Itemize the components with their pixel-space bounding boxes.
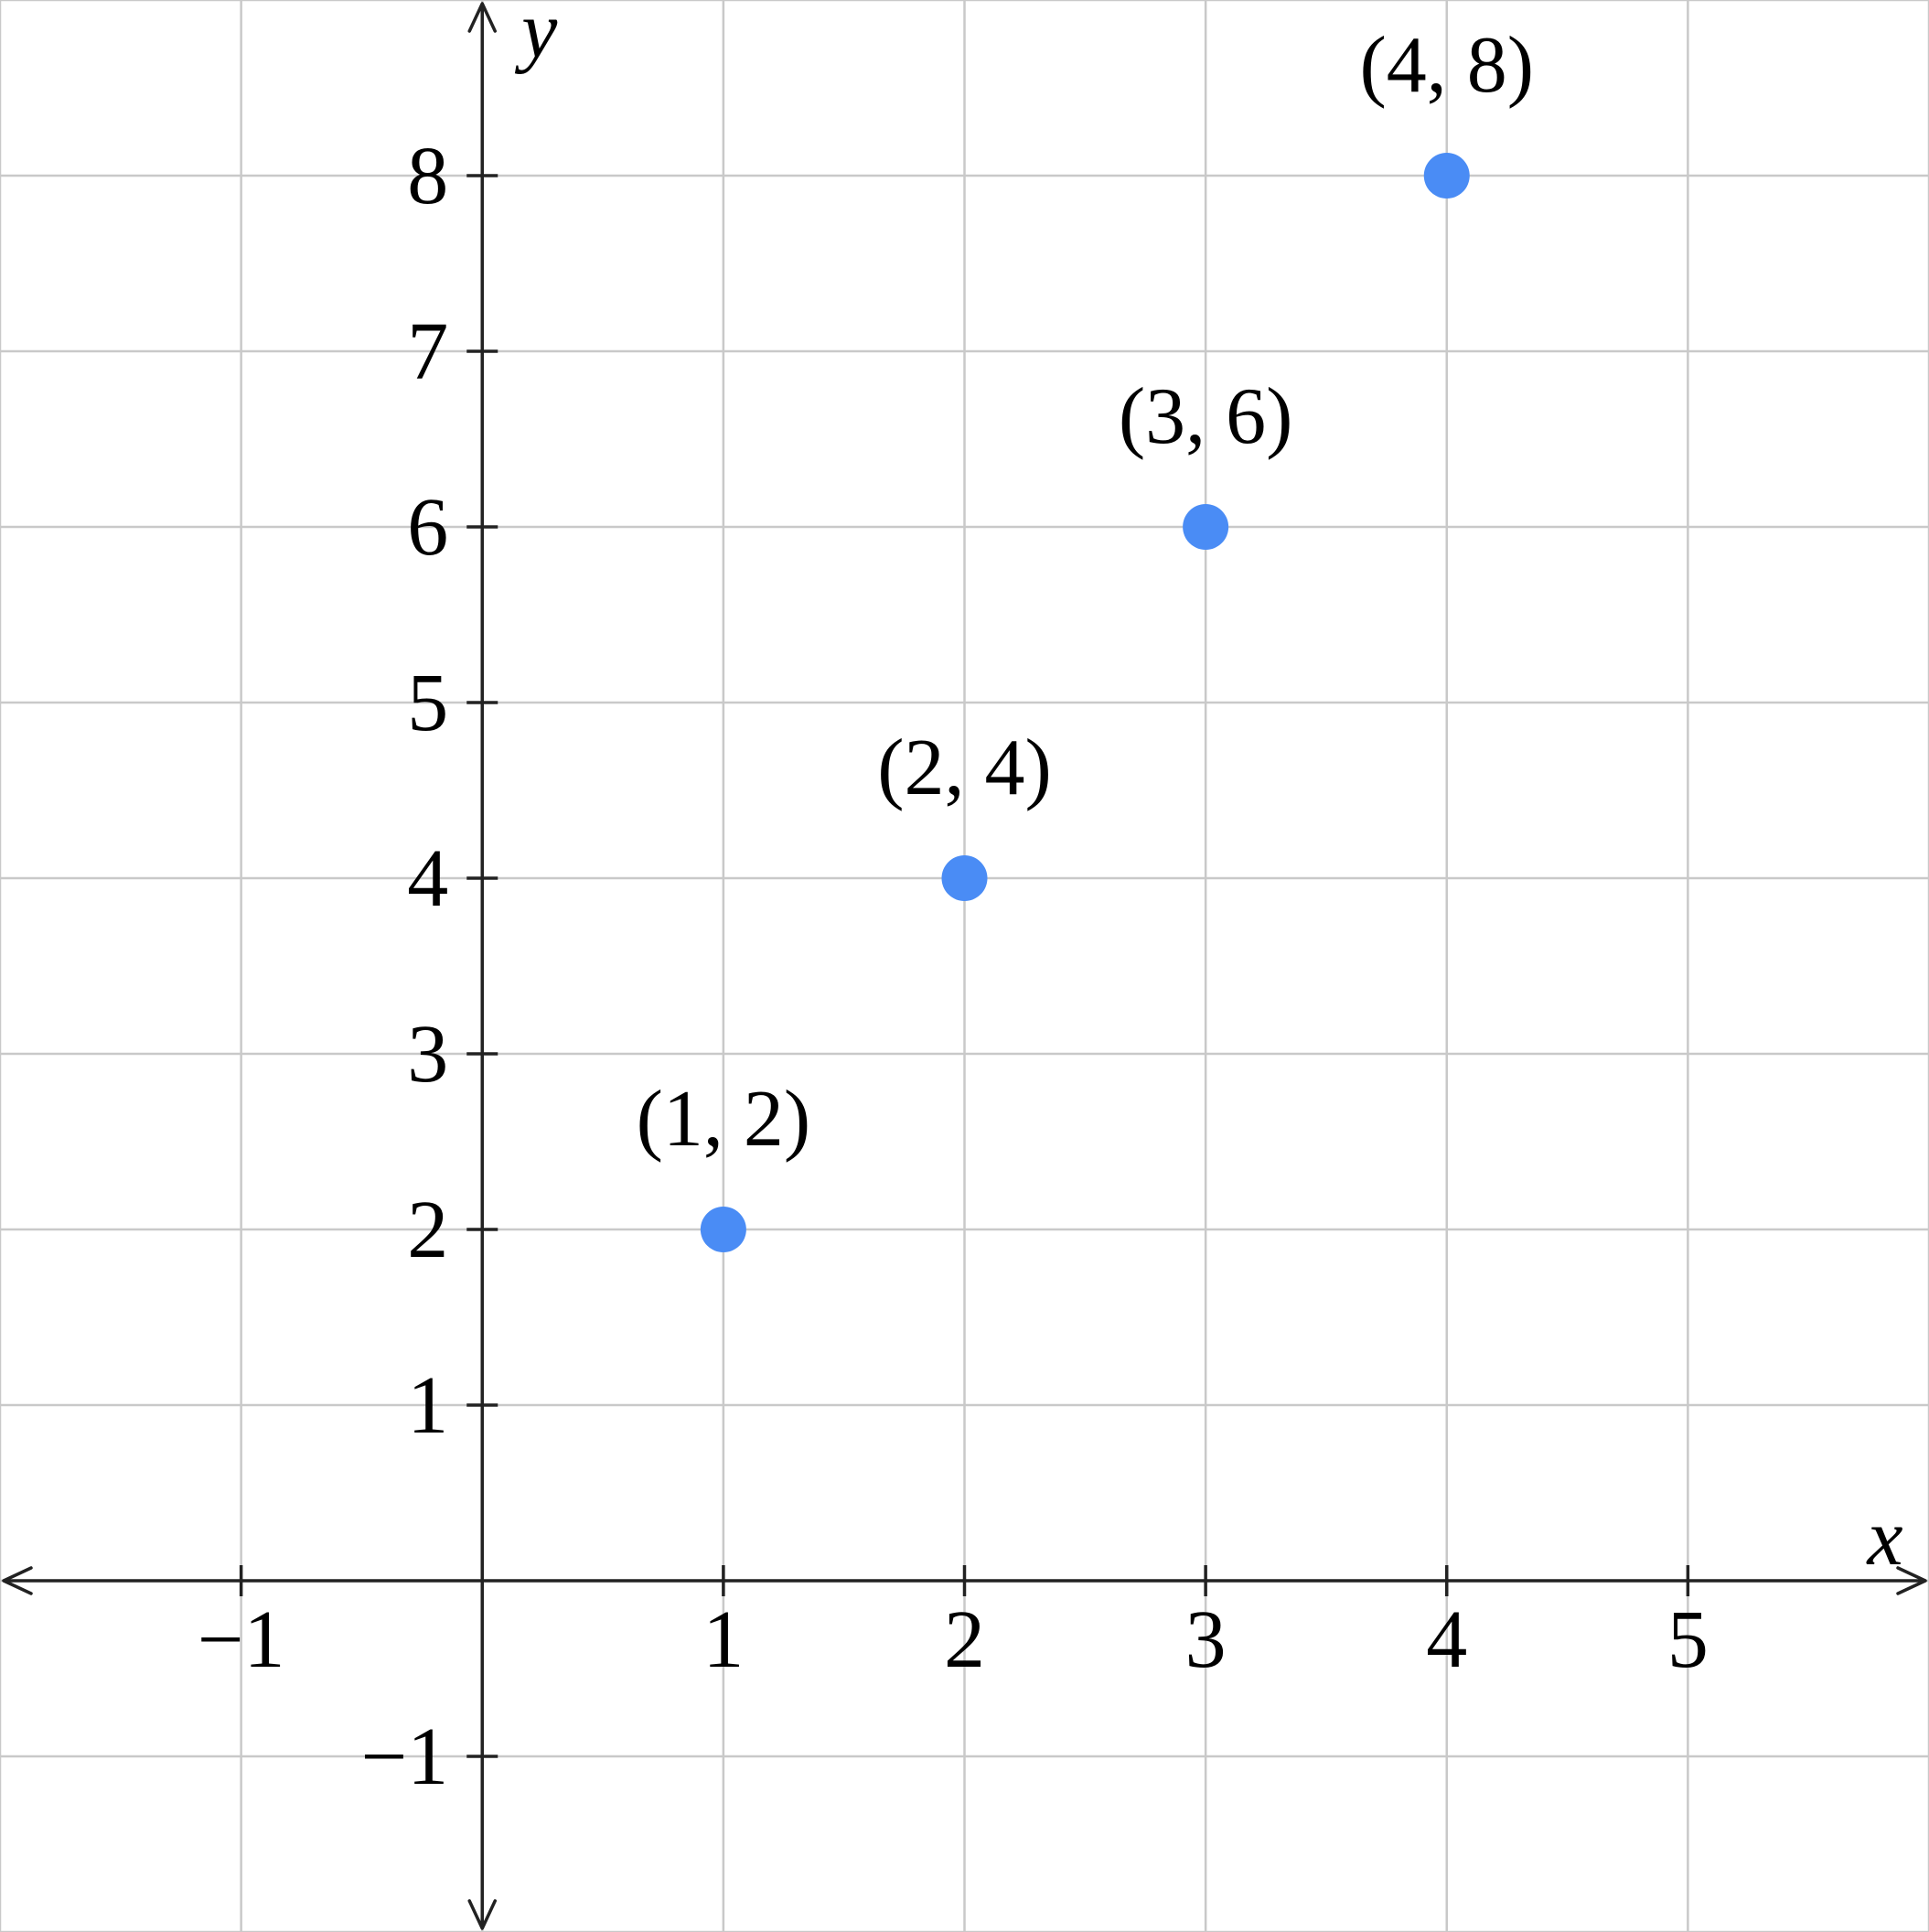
x-tick-label: 5 [1667,1594,1709,1685]
y-tick-label: 1 [407,1360,448,1451]
data-point-label: (3, 6) [1119,372,1293,461]
data-point [700,1207,746,1252]
data-point [1423,153,1470,199]
y-tick-label: 2 [407,1185,448,1275]
y-tick-label: 5 [407,658,448,748]
x-tick-label: 4 [1426,1594,1467,1685]
x-tick-label: 3 [1185,1594,1227,1685]
y-axis-down-arrow-icon [467,1899,497,1930]
x-tick-label: 2 [944,1594,985,1685]
y-axis-label: y [514,0,558,75]
y-axis-up-arrow-icon [467,2,497,33]
x-axis-left-arrow-icon [2,1566,33,1595]
x-tick-label: 1 [702,1594,744,1685]
y-tick-label: 4 [407,833,448,924]
y-tick-label: 8 [407,131,448,221]
x-tick-label: −1 [198,1594,285,1685]
y-tick-label: 7 [407,306,448,397]
data-point-label: (4, 8) [1359,21,1534,110]
data-point-label: (2, 4) [877,724,1052,812]
x-axis-right-arrow-icon [1896,1566,1927,1595]
x-axis-label: x [1865,1494,1902,1583]
data-point [1183,504,1229,550]
data-point-label: (1, 2) [637,1075,811,1164]
y-tick-label: 3 [407,1009,448,1100]
y-tick-label: 6 [407,482,448,573]
data-point [941,855,988,901]
y-tick-label: −1 [360,1712,448,1802]
